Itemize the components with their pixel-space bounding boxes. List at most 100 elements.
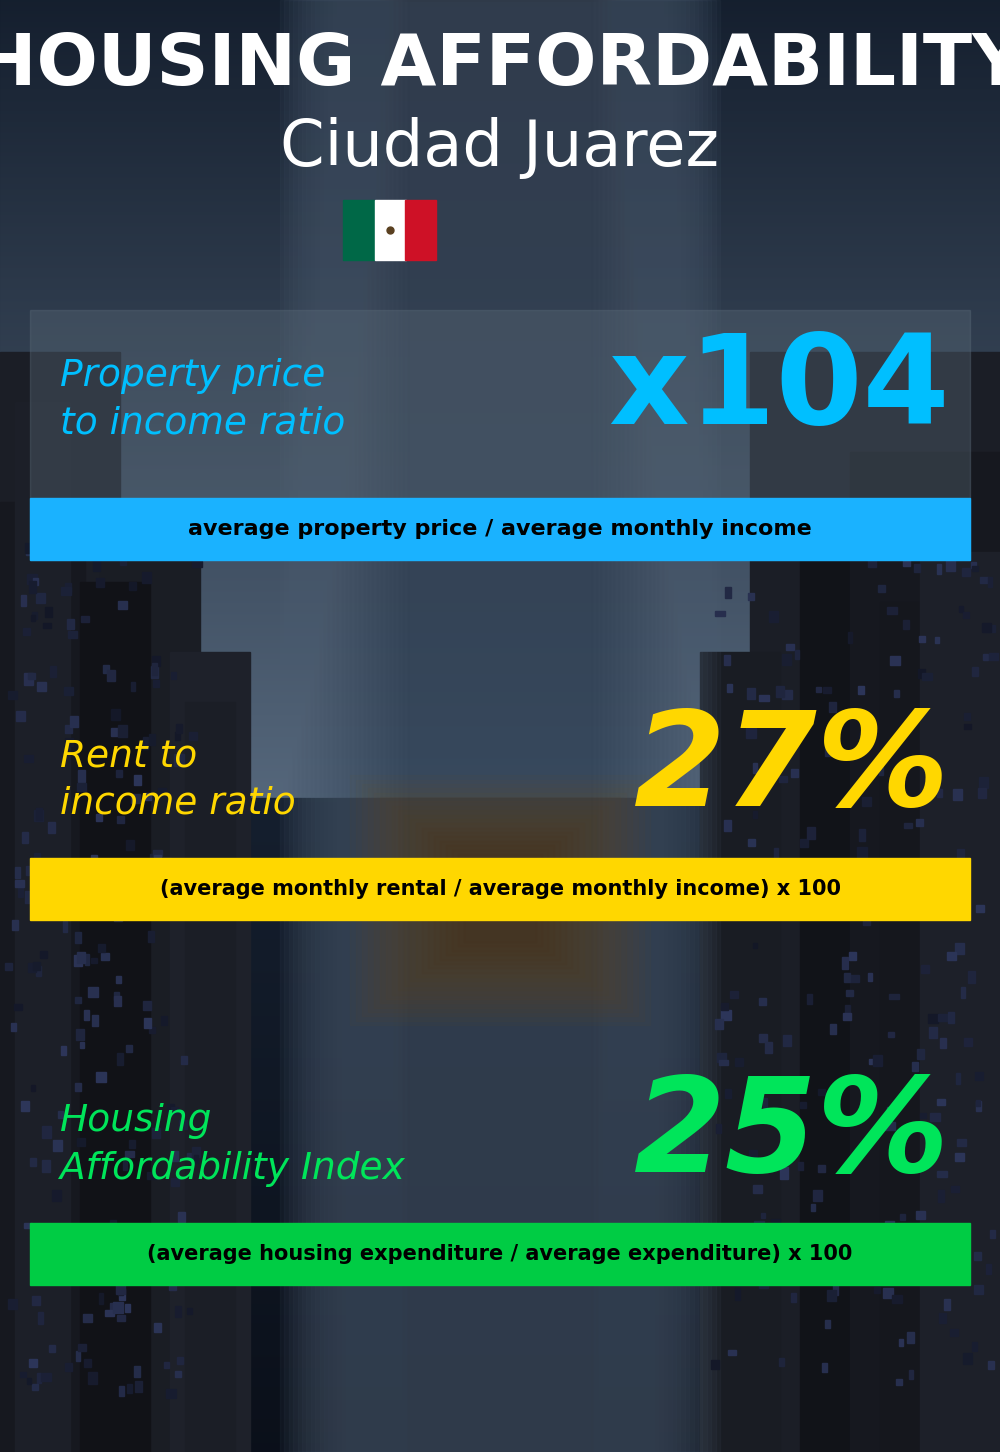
- Bar: [143, 1000, 151, 1011]
- Bar: [700, 652, 780, 1452]
- Text: HOUSING AFFORDABILITY: HOUSING AFFORDABILITY: [0, 30, 1000, 100]
- Bar: [408, 0, 592, 1452]
- Bar: [356, 780, 644, 1021]
- Bar: [858, 685, 864, 694]
- Bar: [394, 0, 606, 1452]
- Bar: [724, 820, 731, 831]
- Bar: [92, 1015, 98, 1027]
- Bar: [118, 1285, 123, 1295]
- Bar: [747, 688, 755, 698]
- Bar: [8, 691, 17, 698]
- Bar: [364, 0, 636, 1452]
- Bar: [34, 854, 40, 864]
- Bar: [816, 687, 821, 693]
- Bar: [899, 1339, 903, 1346]
- Bar: [328, 0, 672, 1452]
- Bar: [40, 951, 47, 958]
- Bar: [177, 1358, 183, 1363]
- Bar: [782, 655, 791, 665]
- Bar: [978, 788, 986, 799]
- Bar: [399, 0, 601, 1452]
- Bar: [83, 1314, 92, 1321]
- Bar: [818, 1089, 825, 1095]
- Bar: [779, 1358, 784, 1366]
- Bar: [33, 578, 38, 585]
- Bar: [716, 1124, 721, 1133]
- Bar: [143, 793, 151, 800]
- Bar: [187, 1153, 196, 1159]
- Bar: [174, 755, 184, 765]
- Bar: [903, 559, 910, 566]
- Text: 27%: 27%: [634, 707, 950, 833]
- Bar: [830, 1024, 836, 1034]
- Bar: [891, 1247, 900, 1256]
- Bar: [953, 788, 962, 800]
- Bar: [171, 672, 176, 678]
- Bar: [171, 1150, 178, 1162]
- Bar: [930, 1114, 940, 1121]
- Bar: [37, 1372, 41, 1382]
- Text: Rent to
income ratio: Rent to income ratio: [60, 739, 296, 822]
- Bar: [782, 690, 792, 700]
- Bar: [94, 1227, 100, 1234]
- Bar: [381, 0, 619, 1452]
- Bar: [434, 836, 566, 964]
- Bar: [77, 953, 85, 963]
- Bar: [84, 1359, 91, 1366]
- Bar: [80, 582, 150, 1452]
- Bar: [964, 723, 971, 729]
- Bar: [129, 582, 136, 590]
- Bar: [929, 1027, 937, 1038]
- Bar: [30, 1157, 36, 1166]
- Bar: [842, 957, 848, 968]
- Bar: [368, 0, 632, 1452]
- Bar: [192, 1147, 200, 1157]
- Bar: [293, 0, 707, 1452]
- Bar: [134, 1365, 140, 1376]
- Bar: [976, 906, 984, 912]
- Bar: [25, 892, 30, 903]
- Bar: [65, 584, 71, 592]
- Bar: [24, 674, 33, 685]
- Bar: [93, 560, 100, 571]
- Bar: [161, 1016, 167, 1025]
- Bar: [110, 1220, 116, 1225]
- Bar: [912, 1063, 918, 1072]
- Bar: [94, 1265, 104, 1272]
- Bar: [36, 592, 45, 603]
- Bar: [983, 653, 988, 661]
- Bar: [753, 1225, 759, 1234]
- Bar: [774, 848, 778, 860]
- Bar: [320, 0, 680, 1452]
- Bar: [27, 1378, 31, 1384]
- Bar: [98, 944, 105, 951]
- Bar: [284, 0, 716, 1452]
- Bar: [81, 616, 89, 623]
- Bar: [114, 992, 119, 999]
- Bar: [150, 854, 158, 862]
- Bar: [848, 632, 852, 643]
- Bar: [761, 1212, 765, 1218]
- Bar: [864, 1265, 869, 1275]
- Bar: [405, 200, 436, 260]
- Bar: [22, 832, 28, 842]
- Bar: [42, 1160, 50, 1172]
- Bar: [32, 1297, 40, 1305]
- Bar: [735, 1059, 743, 1066]
- Text: average property price / average monthly income: average property price / average monthly…: [188, 518, 812, 539]
- Bar: [34, 810, 43, 822]
- Bar: [126, 839, 134, 851]
- Bar: [106, 1233, 116, 1243]
- Bar: [302, 0, 698, 1452]
- Bar: [151, 666, 158, 678]
- Bar: [65, 1363, 72, 1371]
- Bar: [925, 770, 930, 778]
- Bar: [31, 1085, 35, 1092]
- Bar: [938, 1191, 944, 1202]
- Bar: [822, 1362, 827, 1372]
- Bar: [428, 832, 572, 968]
- Bar: [832, 735, 836, 743]
- Bar: [836, 909, 843, 919]
- Bar: [914, 563, 920, 572]
- Bar: [715, 611, 725, 616]
